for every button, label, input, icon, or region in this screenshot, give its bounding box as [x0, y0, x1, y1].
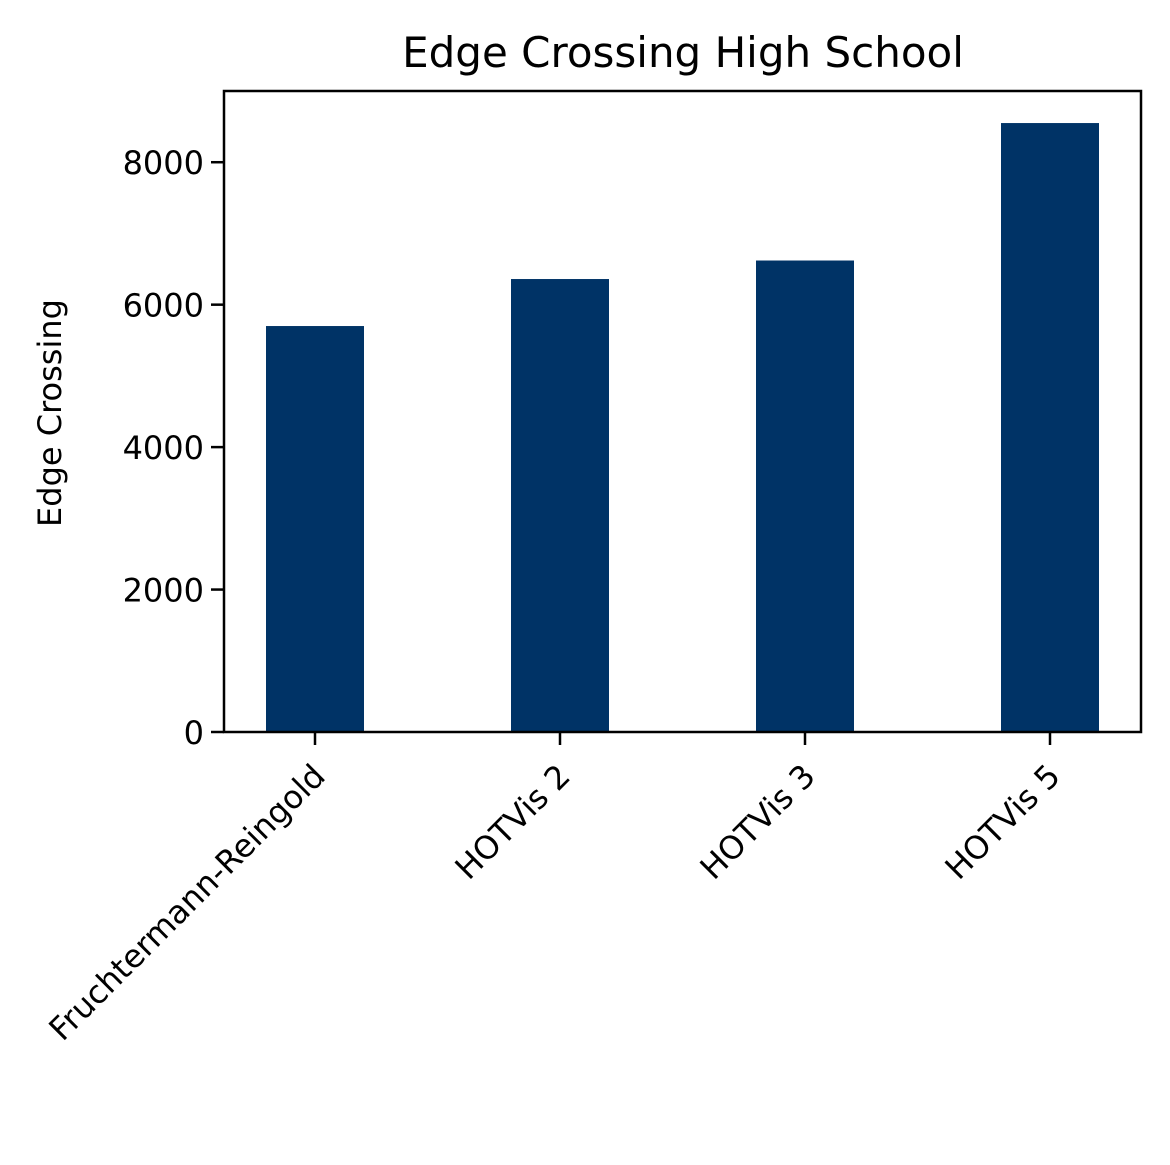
y-tick-label: 2000: [123, 572, 204, 610]
y-axis-ticks: 0 2000 4000 6000 8000: [123, 144, 224, 752]
x-axis-ticks: Fruchtermann-Reingold HOTVis 2 HOTVis 3 HOT…: [41, 732, 1068, 1048]
y-axis-label: Edge Crossing: [31, 299, 69, 527]
axes-frame: [222, 89, 1143, 734]
x-tick-label: HOTVis 3: [692, 757, 822, 887]
bar-hotvis-5: [1001, 123, 1099, 733]
y-tick-label: 6000: [123, 287, 204, 325]
x-tick-label: HOTVis 5: [937, 757, 1067, 887]
y-tick-label: 4000: [123, 429, 204, 467]
y-tick-label: 8000: [123, 144, 204, 182]
bar-hotvis-2: [511, 279, 609, 732]
bar-hotvis-3: [756, 260, 854, 732]
chart-title: Edge Crossing High School: [402, 28, 964, 77]
y-tick-label: 0: [184, 714, 204, 752]
bars-group: [266, 123, 1099, 733]
bar-fruchtermann-reingold: [266, 326, 364, 732]
x-tick-label: HOTVis 2: [447, 757, 577, 887]
x-tick-label: Fruchtermann-Reingold: [41, 757, 332, 1048]
